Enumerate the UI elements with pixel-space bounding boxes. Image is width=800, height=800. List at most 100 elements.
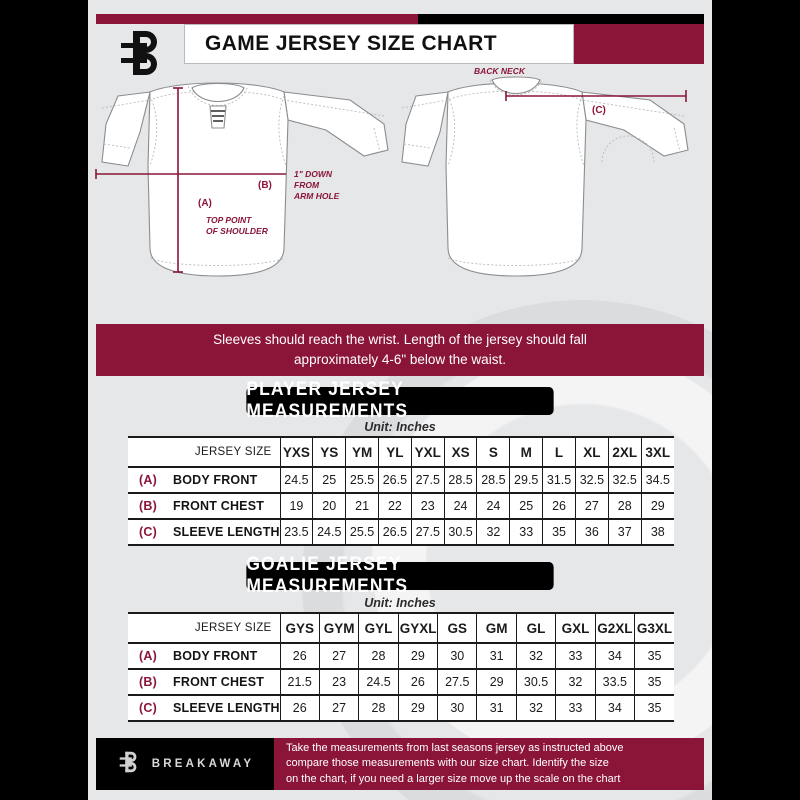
measurement-cell: 32 (476, 519, 510, 546)
page-title: GAME JERSEY SIZE CHART (205, 32, 497, 55)
measurement-cell: 32.5 (607, 467, 642, 494)
measurement-cell: 38 (640, 519, 674, 546)
row-measurement-name: SLEEVE LENGTH (173, 701, 280, 715)
instruction-banner: Sleeves should reach the wrist. Length o… (96, 324, 704, 376)
row-marker-tag: (C) (139, 701, 157, 715)
jersey-front-illustration: (A) TOP POINT OF SHOULDER (B) 1" DOWN FR… (95, 82, 389, 277)
footer-line-1: Take the measurements from last seasons … (286, 741, 624, 754)
measurement-cell: 30 (437, 643, 477, 670)
measurement-cell: 32 (515, 695, 556, 722)
measurement-cell: 21.5 (279, 669, 320, 696)
player-size-header-m: M (509, 436, 543, 468)
marker-a-caption-1: TOP POINT (206, 215, 252, 225)
goalie-row-label: (B) FRONT CHEST (128, 669, 281, 696)
goalie-row-label: (A) BODY FRONT (128, 643, 281, 670)
player-size-header-s: S (476, 436, 510, 468)
row-measurement-name: BODY FRONT (173, 649, 258, 663)
goalie-size-header-gyxl: GYXL (397, 612, 438, 644)
marker-b-caption-2: FROM (294, 180, 320, 190)
player-row-label: (B) FRONT CHEST (128, 493, 281, 520)
measurement-cell: 34.5 (640, 467, 674, 494)
measurement-cell: 27.5 (437, 669, 477, 696)
measurement-cell: 36 (574, 519, 609, 546)
measurement-cell: 25 (509, 493, 543, 520)
measurement-cell: 33 (555, 695, 596, 722)
goalie-size-header-gm: GM (476, 612, 517, 644)
measurement-cell: 37 (607, 519, 642, 546)
marker-b-label: (B) (258, 180, 272, 191)
measurement-cell: 25.5 (345, 467, 379, 494)
footer-instructions: Take the measurements from last seasons … (274, 738, 704, 790)
player-size-header-yxs: YXS (279, 436, 313, 468)
goalie-size-header-gl: GL (515, 612, 556, 644)
player-measurements-table: JERSEY SIZE YXS YS YM YL YXL XS S M L XL 2XL 3XL (A… (128, 436, 674, 546)
player-size-header-yl: YL (378, 436, 412, 468)
player-size-label: JERSEY SIZE (128, 436, 281, 468)
breakaway-b-logo-icon (116, 747, 142, 782)
goalie-size-label: JERSEY SIZE (128, 612, 281, 644)
measurement-cell: 26 (279, 695, 320, 722)
measurement-cell: 29 (640, 493, 674, 520)
goalie-size-header-gyl: GYL (358, 612, 399, 644)
measurement-cell: 34 (594, 695, 635, 722)
player-section-heading: PLAYER JERSEY MEASUREMENTS (246, 379, 554, 422)
measurement-cell: 35 (634, 643, 674, 670)
measurement-cell: 35 (634, 695, 674, 722)
table-row: (A) BODY FRONT 26 27 28 29 30 31 32 33 34 35 (128, 643, 674, 670)
measurement-cell: 23.5 (279, 519, 313, 546)
measurement-cell: 29 (397, 643, 438, 670)
jersey-diagram: .ol { fill:#ffffff; stroke:#8b8d90; stro… (88, 66, 712, 316)
row-measurement-name: FRONT CHEST (173, 499, 265, 513)
measurement-cell: 26 (279, 643, 320, 670)
measurement-cell: 28 (358, 643, 399, 670)
measurement-cell: 27.5 (410, 467, 445, 494)
marker-b-caption-1: 1" DOWN (294, 169, 333, 179)
measurement-cell: 21 (345, 493, 379, 520)
measurement-cell: 34 (594, 643, 635, 670)
measurement-cell: 33.5 (594, 669, 635, 696)
measurement-cell: 27 (318, 643, 359, 670)
measurement-cell: 29.5 (509, 467, 543, 494)
measurement-cell: 24.5 (312, 519, 346, 546)
table-row: (C) SLEEVE LENGTH 23.5 24.5 25.5 26.5 27.5 30.5… (128, 519, 674, 546)
footer-line-2: compare those measurements with our size… (286, 757, 609, 770)
jersey-back-illustration: (C) CENTER OF BACK NECK (401, 66, 689, 277)
marker-a-label: (A) (198, 198, 212, 209)
instruction-line-1: Sleeves should reach the wrist. Length o… (213, 332, 587, 347)
player-size-header-3xl: 3XL (640, 436, 674, 468)
measurement-cell: 25.5 (345, 519, 379, 546)
goalie-size-header-gxl: GXL (555, 612, 596, 644)
measurement-cell: 26 (542, 493, 576, 520)
goalie-section-heading: GOALIE JERSEY MEASUREMENTS (246, 554, 554, 597)
goalie-size-header-gys: GYS (279, 612, 320, 644)
measurement-cell: 28.5 (443, 467, 477, 494)
row-measurement-name: SLEEVE LENGTH (173, 525, 280, 539)
measurement-cell: 31.5 (542, 467, 576, 494)
row-measurement-name: BODY FRONT (173, 473, 258, 487)
measurement-cell: 31 (476, 695, 517, 722)
measurement-cell: 33 (555, 643, 596, 670)
size-chart-page: GAME JERSEY SIZE CHART .ol { fill:#fffff… (88, 0, 712, 800)
goalie-unit-label: Unit: Inches (364, 596, 436, 610)
measurement-cell: 20 (312, 493, 346, 520)
measurement-cell: 24 (476, 493, 510, 520)
measurement-cell: 26.5 (378, 519, 412, 546)
measurement-cell: 27 (574, 493, 609, 520)
measurement-cell: 23 (318, 669, 359, 696)
measurement-cell: 32 (555, 669, 596, 696)
player-size-header-xl: XL (574, 436, 609, 468)
table-row: (B) FRONT CHEST 19 20 21 22 23 24 24 25 26 27 28 29 (128, 493, 674, 520)
row-marker-tag: (A) (139, 473, 157, 487)
measurement-cell: 31 (476, 643, 517, 670)
goalie-size-header-gym: GYM (318, 612, 359, 644)
row-marker-tag: (B) (139, 675, 157, 689)
measurement-cell: 27 (318, 695, 359, 722)
measurement-cell: 22 (378, 493, 412, 520)
measurement-cell: 25 (312, 467, 346, 494)
player-size-header-l: L (542, 436, 576, 468)
goalie-size-header-g2xl: G2XL (594, 612, 635, 644)
measurement-cell: 33 (509, 519, 543, 546)
row-measurement-name: FRONT CHEST (173, 675, 265, 689)
row-marker-tag: (C) (139, 525, 157, 539)
instruction-line-2: approximately 4-6" below the waist. (294, 352, 506, 367)
